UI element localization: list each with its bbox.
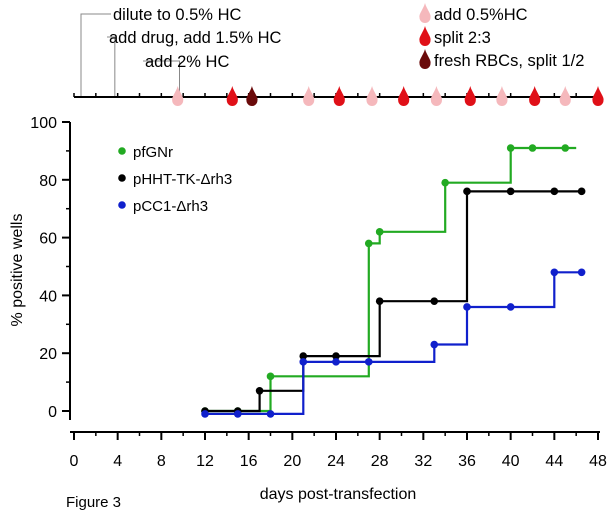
x-axis-title: days post-transfection (260, 486, 417, 503)
x-tick-label: 48 (589, 453, 607, 470)
chart-legend: pfGNr pHHT-TK-Δrh3 pCC1-Δrh3 (118, 144, 232, 215)
drop-legend-label-pale: add 0.5%HC (434, 6, 528, 24)
legend-label-phht: pHHT-TK-Δrh3 (133, 171, 232, 188)
event-bracket-line (143, 60, 180, 97)
figure-label: Figure 3 (66, 494, 121, 511)
chart-series (201, 144, 586, 418)
y-tick-label: 80 (39, 173, 57, 190)
red-drop-icon (464, 86, 476, 106)
series-line (205, 146, 577, 413)
red-drop-icon (529, 86, 541, 106)
drop-legend-label-dark: fresh RBCs, split 1/2 (434, 52, 584, 70)
data-point (577, 268, 586, 277)
event-bracket-line (107, 36, 116, 97)
data-point (441, 178, 449, 187)
data-point (375, 228, 384, 236)
event-label-add-drug: add drug, add 1.5% HC (109, 29, 282, 47)
pale-drop-icon (366, 86, 378, 106)
data-point (299, 352, 308, 360)
dark-drop-icon (419, 49, 431, 69)
pale-drop-icon (172, 86, 184, 106)
data-point (577, 187, 586, 196)
series-line (205, 271, 582, 415)
data-point (364, 358, 373, 366)
event-label-add-2pct: add 2% HC (145, 53, 229, 71)
pale-drop-icon (496, 86, 508, 106)
legend-label-pfgnr: pfGNr (133, 144, 173, 161)
data-point (299, 358, 308, 366)
data-point (463, 187, 471, 196)
drop-legend-label-red: split 2:3 (434, 29, 491, 47)
data-point (332, 358, 340, 366)
y-axis-title: % positive wells (9, 214, 26, 327)
data-point (561, 144, 570, 152)
timeline-event-lines (80, 13, 180, 97)
data-point (364, 239, 373, 248)
legend-marker (118, 174, 126, 182)
data-point (375, 297, 384, 305)
x-tick-label: 4 (113, 453, 122, 470)
data-point (266, 410, 275, 418)
drop-legend: add 0.5%HC split 2:3 fresh RBCs, split 1… (419, 3, 584, 70)
legend-label-pcc1: pCC1-Δrh3 (133, 198, 208, 215)
data-point (233, 410, 242, 418)
red-drop-icon (226, 86, 238, 106)
x-tick-label: 8 (157, 453, 166, 470)
x-tick-label: 24 (327, 453, 345, 470)
red-drop-icon (398, 86, 410, 106)
data-point (430, 340, 439, 349)
data-point (430, 297, 439, 305)
data-point (266, 372, 275, 381)
x-tick-label: 40 (502, 453, 520, 470)
timeline-event-labels: dilute to 0.5% HC add drug, add 1.5% HC … (109, 6, 282, 71)
y-tick-label: 0 (48, 404, 57, 421)
data-point (255, 386, 264, 395)
data-point (332, 352, 340, 360)
red-drop-icon (419, 26, 431, 46)
data-point (506, 187, 515, 196)
legend-marker (118, 147, 126, 155)
x-tick-label: 12 (196, 453, 214, 470)
series-line (205, 190, 582, 413)
y-tick-label: 40 (39, 288, 57, 305)
x-tick-label: 28 (371, 453, 389, 470)
x-tick-label: 32 (414, 453, 432, 470)
y-tick-label: 20 (39, 346, 57, 363)
y-tick-label: 100 (30, 115, 57, 132)
x-tick-label: 16 (240, 453, 258, 470)
event-bracket-line (80, 13, 111, 97)
data-point (550, 187, 559, 196)
x-tick-label: 0 (70, 453, 79, 470)
red-drop-icon (592, 86, 604, 106)
data-point (506, 303, 515, 311)
x-tick-label: 20 (283, 453, 301, 470)
x-tick-label: 44 (545, 453, 563, 470)
data-point (463, 303, 471, 311)
dark-drop-icon (246, 86, 258, 107)
pale-drop-icon (559, 86, 571, 106)
pale-drop-icon (430, 86, 443, 106)
x-tick-label: 36 (458, 453, 476, 470)
y-tick-label: 60 (39, 231, 57, 248)
data-point (506, 144, 515, 152)
pale-drop-icon (303, 86, 315, 106)
data-point (550, 268, 559, 277)
pale-drop-icon (419, 3, 431, 23)
legend-marker (118, 201, 126, 209)
event-label-dilute: dilute to 0.5% HC (113, 6, 241, 24)
timeline-drops (172, 86, 604, 107)
data-point (201, 410, 209, 418)
data-point (528, 144, 537, 152)
red-drop-icon (333, 86, 345, 106)
